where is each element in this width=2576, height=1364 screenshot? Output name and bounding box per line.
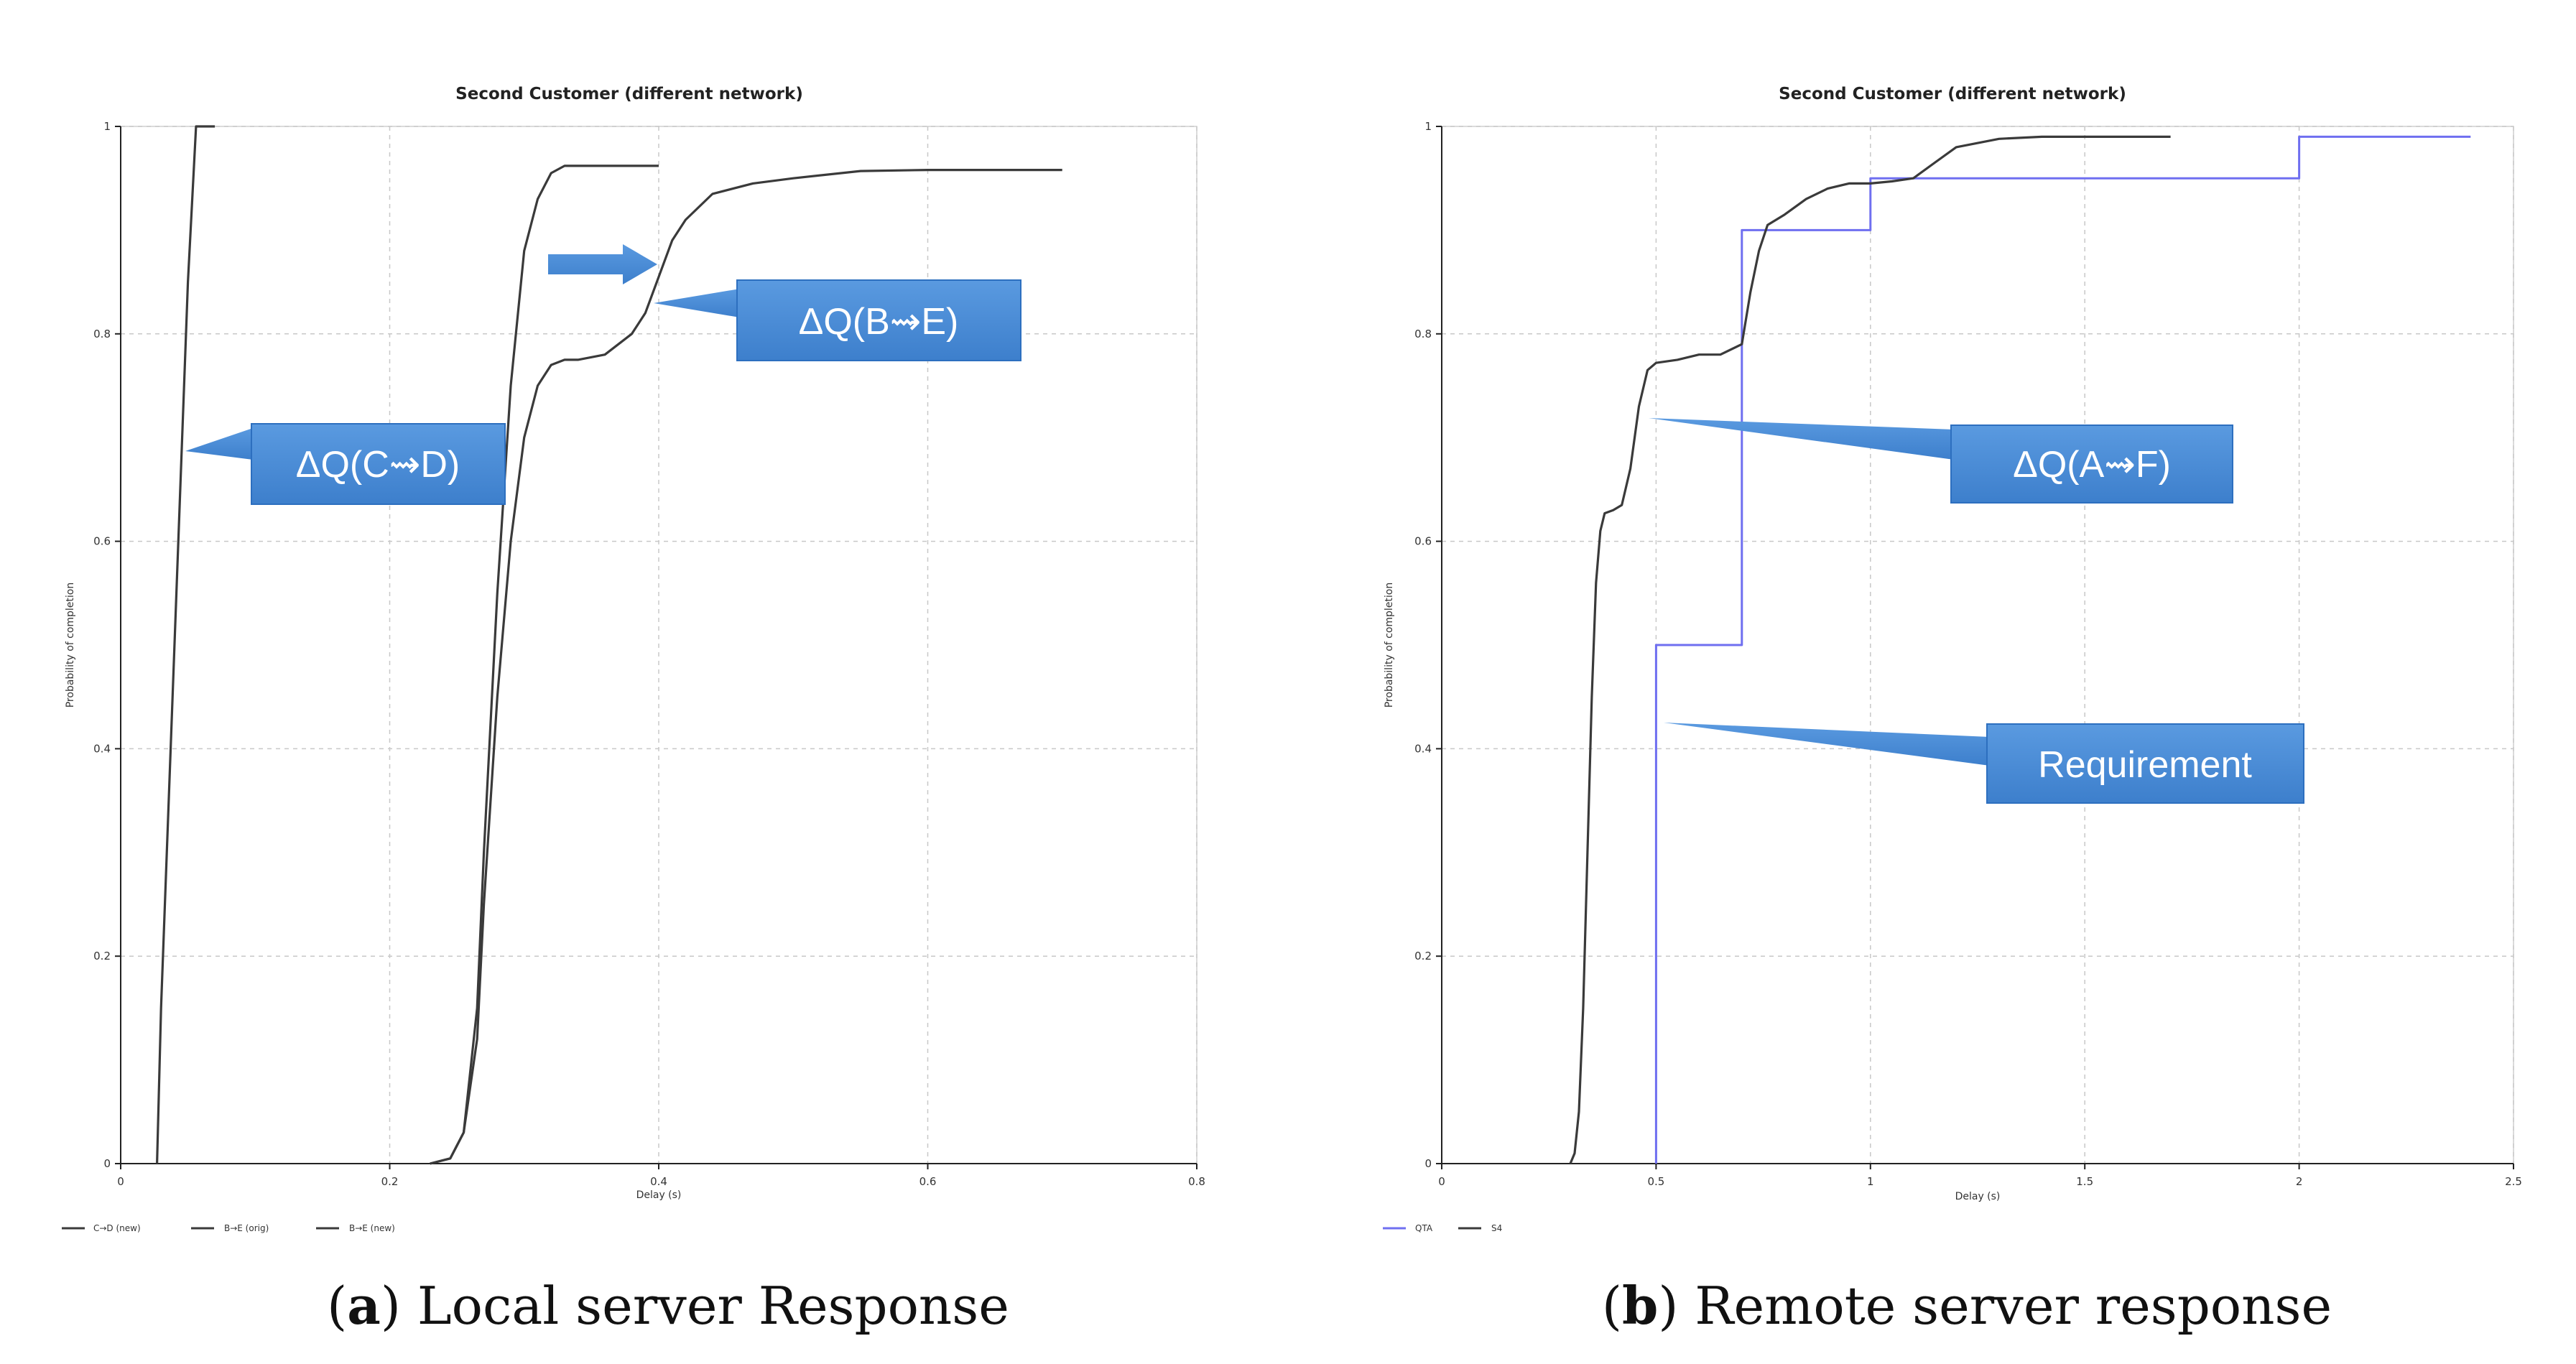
callout-c-d bbox=[251, 423, 506, 505]
callout-b-e-label: ΔQ(B⇝E) bbox=[799, 301, 959, 343]
y-tick-label: 0.2 bbox=[93, 950, 111, 962]
legend-a-2: B→E (new) bbox=[349, 1223, 395, 1233]
caption-b-text: ) Remote server response bbox=[1658, 1276, 2332, 1336]
callout-requirement-pointer bbox=[1664, 723, 1990, 766]
chart-b-grid bbox=[1442, 126, 2514, 1164]
x-tick-label: 0.5 bbox=[1647, 1175, 1664, 1188]
callout-c-d-pointer bbox=[185, 428, 253, 460]
legend-b-0: QTA bbox=[1415, 1223, 1433, 1233]
chart-b-xlabel: Delay (s) bbox=[1955, 1191, 2001, 1202]
x-tick-label: 0 bbox=[117, 1175, 124, 1188]
caption-a-text: ) Local server Response bbox=[381, 1276, 1009, 1336]
callout-a-f-pointer bbox=[1649, 418, 1954, 460]
x-tick-label: 0.8 bbox=[1188, 1175, 1205, 1188]
chart-b-title: Second Customer (different network) bbox=[1779, 85, 2126, 103]
chart-b: Second Customer (different network) 0 0.5… bbox=[1383, 85, 2522, 1233]
y-tick-label: 0.6 bbox=[1414, 535, 1432, 548]
x-tick-label: 0.4 bbox=[650, 1175, 667, 1188]
chart-a-legend: C→D (new) B→E (orig) B→E (new) bbox=[62, 1223, 395, 1233]
legend-a-1: B→E (orig) bbox=[224, 1223, 269, 1233]
x-tick-label: 0.2 bbox=[381, 1175, 399, 1188]
chart-b-ticks: 0 0.5 1 1.5 2 2.5 0 0.2 0.4 0.6 0.8 1 bbox=[1414, 120, 2522, 1188]
y-tick-label: 0.6 bbox=[93, 535, 111, 548]
y-tick-label: 0.8 bbox=[93, 328, 111, 340]
y-tick-label: 1 bbox=[1424, 120, 1432, 133]
series-line-b-e-orig bbox=[430, 164, 659, 1165]
caption-b: (b) Remote server response bbox=[1602, 1275, 2332, 1336]
chart-b-series bbox=[1569, 135, 2471, 1164]
shift-arrow bbox=[548, 244, 657, 284]
y-tick-label: 0.8 bbox=[1414, 328, 1432, 340]
chart-b-legend: QTA S4 bbox=[1383, 1223, 1502, 1233]
chart-a-title: Second Customer (different network) bbox=[455, 85, 803, 103]
chart-b-ylabel: Probability of completion bbox=[1384, 583, 1395, 708]
legend-a-0: C→D (new) bbox=[93, 1223, 141, 1233]
y-tick-label: 0.4 bbox=[93, 742, 111, 755]
legend-b-1: S4 bbox=[1491, 1223, 1502, 1233]
x-tick-label: 2 bbox=[2296, 1175, 2303, 1188]
series-line-s4 bbox=[1569, 135, 2171, 1164]
y-tick-label: 0 bbox=[103, 1157, 111, 1170]
chart-a-ticks: 0 0.2 0.4 0.6 0.8 0 0.2 0.4 0.6 0.8 1 bbox=[93, 120, 1205, 1188]
caption-a: (a) Local server Response bbox=[327, 1275, 1009, 1336]
chart-a-grid bbox=[121, 126, 1197, 1164]
y-tick-label: 1 bbox=[103, 120, 111, 133]
callout-c-d-label: ΔQ(C⇝D) bbox=[296, 444, 460, 486]
chart-a-ylabel: Probability of completion bbox=[65, 583, 76, 708]
callout-requirement-label: Requirement bbox=[2038, 744, 2252, 786]
series-line-b-e-new bbox=[430, 169, 1062, 1165]
series-line-c-d-new bbox=[156, 125, 216, 1164]
x-tick-label: 0 bbox=[1438, 1175, 1445, 1188]
y-tick-label: 0.2 bbox=[1414, 950, 1432, 962]
callout-b-e-pointer bbox=[654, 289, 740, 317]
caption-b-letter: b bbox=[1622, 1275, 1658, 1336]
chart-a: Second Customer (different network) 0 0.2… bbox=[62, 85, 1205, 1233]
y-tick-label: 0.4 bbox=[1414, 742, 1432, 755]
series-line-qta bbox=[1654, 135, 2471, 1164]
x-tick-label: 2.5 bbox=[2505, 1175, 2522, 1188]
caption-a-letter: a bbox=[347, 1275, 381, 1336]
y-tick-label: 0 bbox=[1424, 1157, 1432, 1170]
callout-a-f bbox=[1950, 424, 2233, 504]
chart-a-series bbox=[156, 125, 1062, 1165]
x-tick-label: 1 bbox=[1867, 1175, 1874, 1188]
callout-a-f-label: ΔQ(A⇝F) bbox=[2013, 444, 2171, 486]
x-tick-label: 0.6 bbox=[919, 1175, 937, 1188]
x-tick-label: 1.5 bbox=[2076, 1175, 2093, 1188]
callout-requirement bbox=[1986, 723, 2304, 804]
callout-b-e bbox=[736, 279, 1021, 361]
chart-b-frame bbox=[1441, 126, 2514, 1164]
chart-a-xlabel: Delay (s) bbox=[636, 1189, 682, 1201]
